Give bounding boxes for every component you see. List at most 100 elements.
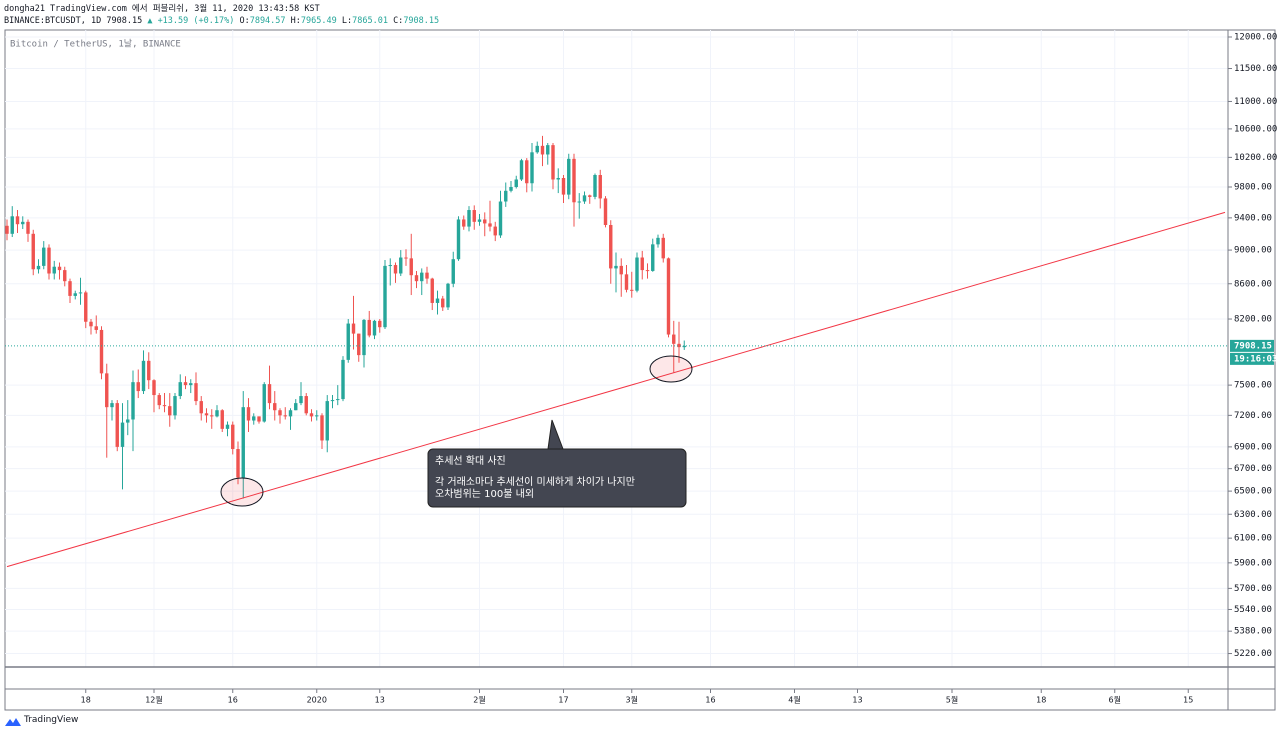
candle-body: [262, 384, 266, 422]
annotation-line: 오차범위는 100불 내외: [435, 487, 534, 500]
candle-body: [609, 224, 613, 269]
candle-body: [362, 319, 366, 356]
x-tick-label: 13: [852, 696, 862, 705]
h-label: H:: [290, 16, 301, 26]
candle-body: [367, 319, 371, 336]
candle-body: [598, 175, 602, 199]
highlight-circle: [220, 477, 264, 507]
candle-body: [488, 223, 492, 227]
candle-body: [199, 401, 203, 414]
y-tick-label: 5380.00: [1234, 627, 1272, 637]
y-tick-label: 7500.00: [1234, 381, 1272, 391]
y-tick-label: 12000.00: [1234, 33, 1277, 43]
countdown-box: [1230, 352, 1274, 365]
frame: [4, 29, 1276, 711]
candle-body: [393, 265, 398, 274]
candle-body: [530, 152, 534, 184]
annotation-title: 추세선 확대 사진: [435, 455, 506, 467]
c-label: C:: [393, 16, 404, 26]
candle-body: [252, 416, 256, 421]
candle-body: [294, 403, 298, 411]
y-tick-label: 10200.00: [1234, 153, 1277, 163]
candle-body: [493, 226, 497, 236]
logo: TradingView: [24, 715, 79, 725]
candle-body: [582, 195, 587, 202]
candle-body: [546, 145, 550, 155]
candle-body: [640, 257, 644, 271]
candle-body: [656, 237, 660, 245]
candle-body: [556, 177, 560, 180]
y-tick-label: 8200.00: [1234, 315, 1272, 325]
plot: [5, 135, 1228, 568]
candle-body: [645, 270, 650, 272]
x-tick-label: 12월: [145, 695, 163, 705]
candle-body: [477, 219, 482, 222]
candle-body: [577, 201, 581, 203]
candle-body: [383, 265, 387, 328]
candle-body: [624, 274, 629, 290]
x-tick-label: 5월: [946, 695, 958, 705]
candle-body: [204, 413, 209, 416]
candle-body: [73, 293, 77, 296]
chart-title: Bitcoin / TetherUS, 1날, BINANCE: [10, 39, 181, 50]
x-tick-label: 6월: [1109, 695, 1121, 705]
o-label: O:: [239, 16, 250, 26]
y-tick-label: 11000.00: [1234, 97, 1277, 107]
open-value: 7894.57: [249, 16, 286, 26]
change: +13.59 (+0.17%): [157, 16, 235, 26]
candle-body: [131, 382, 135, 420]
candle-body: [94, 326, 98, 330]
candle-body: [231, 424, 235, 450]
y-tick-label: 5540.00: [1234, 605, 1272, 615]
y-tick-label: 10600.00: [1234, 124, 1277, 134]
y-tick-label: 6100.00: [1234, 534, 1272, 544]
logo-icon: [5, 718, 21, 726]
candle-body: [110, 403, 114, 408]
last-price-box: [1230, 339, 1274, 352]
candle-body: [535, 145, 539, 153]
candle-body: [341, 359, 345, 400]
candle-body: [435, 298, 440, 303]
highlight-circle: [649, 355, 693, 383]
candle-body: [357, 333, 361, 356]
candle-body: [320, 415, 324, 441]
candle-body: [630, 289, 634, 291]
x-tick-label: 2월: [473, 695, 485, 705]
candle-body: [399, 257, 403, 274]
last-price: 7908.15: [106, 16, 143, 26]
candle-body: [498, 201, 503, 236]
candle-body: [299, 396, 303, 404]
candle-body: [283, 415, 287, 417]
candle-body: [152, 380, 156, 396]
candle-body: [336, 399, 340, 401]
symbol: BINANCE:BTCUSDT, 1D: [4, 16, 102, 26]
low-value: 7865.01: [352, 16, 388, 26]
candle-body: [236, 449, 240, 478]
y-tick-label: 5220.00: [1234, 649, 1272, 659]
candle-body: [220, 410, 224, 429]
candle-body: [451, 259, 455, 284]
y-tick-label: 6300.00: [1234, 510, 1272, 520]
candle-body: [189, 383, 193, 386]
candle-body: [446, 283, 450, 308]
x-tick-label: 2020: [307, 696, 327, 705]
candle-body: [31, 233, 35, 270]
candle-body: [504, 190, 508, 202]
arrow: ▲: [147, 16, 153, 26]
candle-body: [467, 210, 471, 227]
candle-body: [441, 298, 445, 308]
candle-body: [462, 219, 466, 227]
x-tick-label: 16: [228, 696, 238, 705]
candle-body: [215, 410, 219, 417]
x-tick-label: 15: [1183, 696, 1193, 705]
candle-body: [330, 400, 335, 402]
candle-body: [456, 219, 461, 260]
candle-body: [372, 320, 377, 336]
candle-body: [677, 343, 681, 348]
candle-body: [325, 401, 329, 441]
candle-body: [141, 360, 146, 392]
annotation-line: 각 거래소마다 추세선이 미세하게 차이가 나지만: [435, 475, 635, 488]
candle-body: [68, 281, 72, 296]
